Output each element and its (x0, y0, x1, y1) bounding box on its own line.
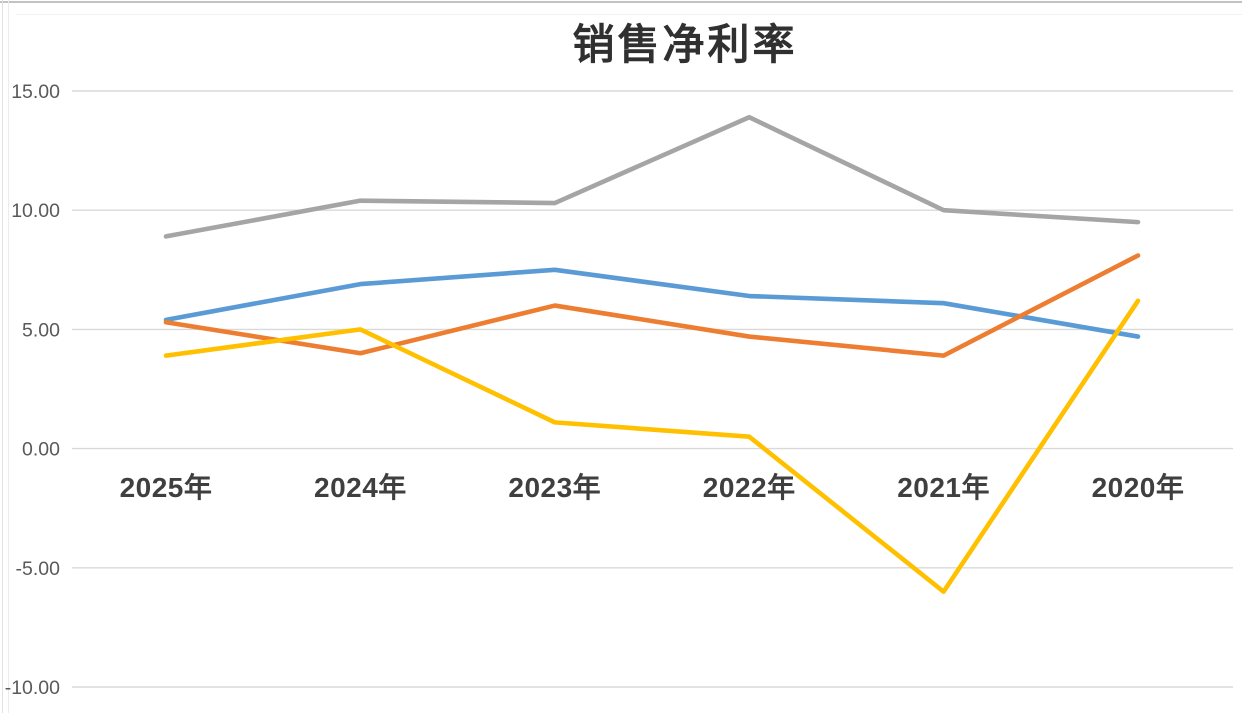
y-tick-label: -10.00 (5, 677, 60, 699)
x-axis-label: 2022年 (703, 471, 796, 503)
y-tick-label: 10.00 (11, 200, 60, 222)
y-tick-label: -5.00 (16, 558, 61, 580)
chart-title: 销售净利率 (572, 20, 798, 69)
x-axis-label: 2025年 (120, 471, 213, 503)
left-border-line (2, 0, 3, 713)
x-axis-label: 2023年 (508, 471, 601, 503)
x-axis-label: 2024年 (314, 471, 407, 503)
x-axis-label: 2021年 (897, 471, 990, 503)
y-tick-label: 15.00 (11, 81, 60, 103)
x-axis-label: 2020年 (1092, 471, 1185, 503)
left-faint-gridline (8, 0, 9, 713)
top-faint-gridline (16, 14, 1242, 15)
y-tick-label: 5.00 (22, 319, 60, 341)
series-line-orange (163, 253, 1141, 358)
series-line-yellow (163, 298, 1141, 594)
y-tick-label: 0.00 (22, 439, 60, 461)
top-border-line (0, 1, 1242, 3)
series-line-blue (163, 267, 1141, 339)
series-line-gray (163, 114, 1141, 239)
